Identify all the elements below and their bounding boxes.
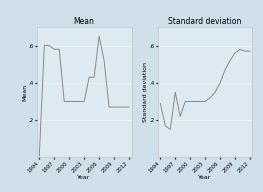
X-axis label: Year: Year <box>78 175 91 180</box>
X-axis label: Year: Year <box>199 175 212 180</box>
Title: Standard deviation: Standard deviation <box>169 17 242 26</box>
Y-axis label: Mean: Mean <box>22 84 27 101</box>
Title: Mean: Mean <box>74 17 95 26</box>
Y-axis label: Standard deviation: Standard deviation <box>143 62 148 122</box>
